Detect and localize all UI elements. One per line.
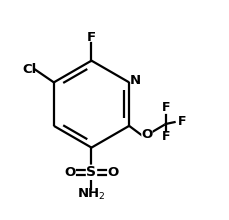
Text: O: O <box>141 128 152 141</box>
Text: S: S <box>86 165 96 179</box>
Text: F: F <box>161 101 169 114</box>
Text: F: F <box>87 31 96 44</box>
Text: O: O <box>107 166 118 179</box>
Text: N: N <box>130 73 141 86</box>
Text: NH$_2$: NH$_2$ <box>77 187 105 202</box>
Text: F: F <box>161 130 169 143</box>
Text: F: F <box>177 115 185 128</box>
Text: Cl: Cl <box>22 63 36 76</box>
Text: O: O <box>64 166 75 179</box>
